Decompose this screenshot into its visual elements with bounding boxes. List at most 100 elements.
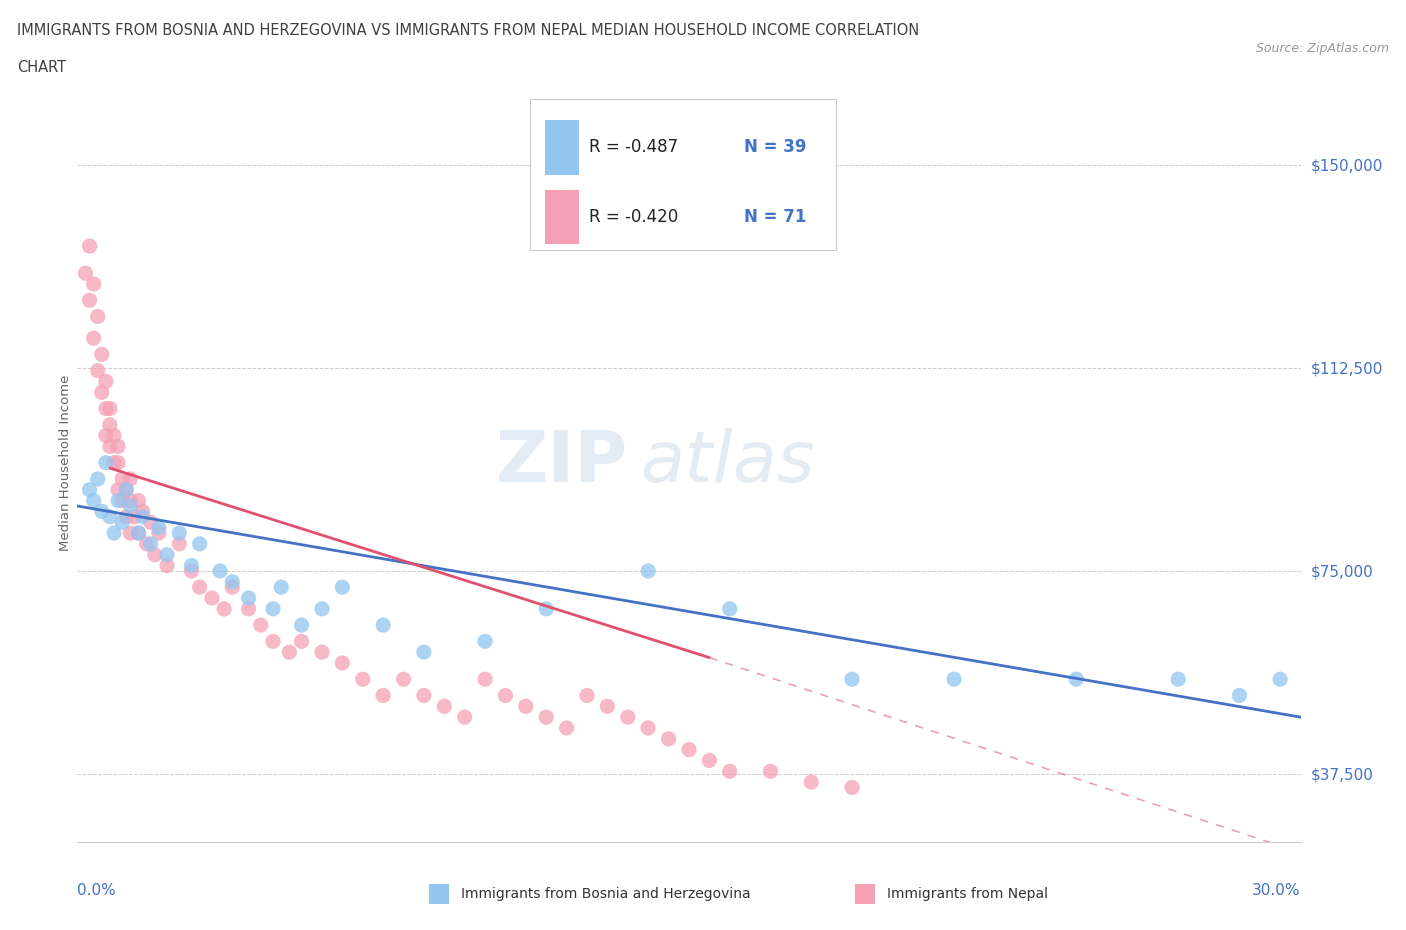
Point [98,418,121,432]
Point [98,510,121,525]
Text: Source: ZipAtlas.com: Source: ZipAtlas.com [1256,42,1389,55]
Point [83,331,105,346]
Point [392,671,415,686]
Point [103,456,125,471]
Point [1066,671,1088,686]
Text: N = 71: N = 71 [744,208,807,226]
Point [180,564,202,578]
Text: Immigrants from Nepal: Immigrants from Nepal [887,886,1047,901]
Point [208,564,231,578]
Point [238,591,260,605]
Point [94,428,117,443]
Point [474,671,496,686]
Point [127,525,149,540]
Point [148,525,170,540]
Point [115,510,138,525]
Point [107,483,129,498]
Text: R = -0.420: R = -0.420 [589,208,678,226]
Point [148,520,170,535]
Point [135,537,157,551]
Text: 30.0%: 30.0% [1253,884,1301,898]
Point [413,688,436,703]
Point [474,634,496,649]
Point [87,364,110,379]
Point [311,602,333,617]
Point [371,688,394,703]
Point [278,644,301,659]
Point [103,525,125,540]
Point [120,498,142,513]
Point [180,558,202,573]
Point [221,575,243,590]
Point [143,547,166,562]
Text: atlas: atlas [640,428,814,498]
Point [352,671,374,686]
Point [139,537,162,551]
Point [120,493,142,508]
Point [262,602,284,617]
Point [759,764,782,778]
Point [124,510,146,525]
Point [115,483,138,498]
Point [94,401,117,416]
Text: IMMIGRANTS FROM BOSNIA AND HERZEGOVINA VS IMMIGRANTS FROM NEPAL MEDIAN HOUSEHOLD: IMMIGRANTS FROM BOSNIA AND HERZEGOVINA V… [17,23,920,38]
Point [637,721,659,736]
Point [139,515,162,530]
Point [841,780,863,795]
Point [131,510,153,525]
Point [107,456,129,471]
Point [98,401,121,416]
Text: N = 39: N = 39 [744,139,807,156]
Point [90,347,112,362]
Point [127,493,149,508]
Point [83,493,105,508]
Text: 0.0%: 0.0% [77,884,117,898]
Point [841,671,863,686]
Point [238,602,260,617]
Text: CHART: CHART [17,60,66,75]
Point [87,472,110,486]
FancyBboxPatch shape [530,99,835,250]
Point [120,525,142,540]
Point [332,579,354,594]
Point [534,710,557,724]
Point [262,634,284,649]
Point [942,671,965,686]
Point [495,688,517,703]
Point [453,710,475,724]
Point [311,644,333,659]
Point [169,525,191,540]
Point [332,656,354,671]
Point [555,721,578,736]
Point [169,537,191,551]
Point [111,515,134,530]
Point [576,688,599,703]
Y-axis label: Median Household Income: Median Household Income [59,375,72,551]
Point [94,374,117,389]
Point [515,698,537,713]
Text: Immigrants from Bosnia and Herzegovina: Immigrants from Bosnia and Herzegovina [461,886,751,901]
Point [290,634,312,649]
Text: ZIP: ZIP [495,428,628,498]
Point [534,602,557,617]
Point [800,775,823,790]
Point [617,710,640,724]
Point [201,591,224,605]
FancyBboxPatch shape [544,190,579,245]
Point [79,239,101,254]
Point [120,472,142,486]
FancyBboxPatch shape [544,120,579,175]
Point [75,266,97,281]
Point [678,742,700,757]
Point [658,731,681,746]
Point [188,537,211,551]
Point [107,493,129,508]
Point [212,602,235,617]
Point [115,483,138,498]
Point [87,309,110,324]
Point [90,385,112,400]
Point [79,293,101,308]
Point [699,753,721,768]
Point [131,504,153,519]
Point [79,483,101,498]
